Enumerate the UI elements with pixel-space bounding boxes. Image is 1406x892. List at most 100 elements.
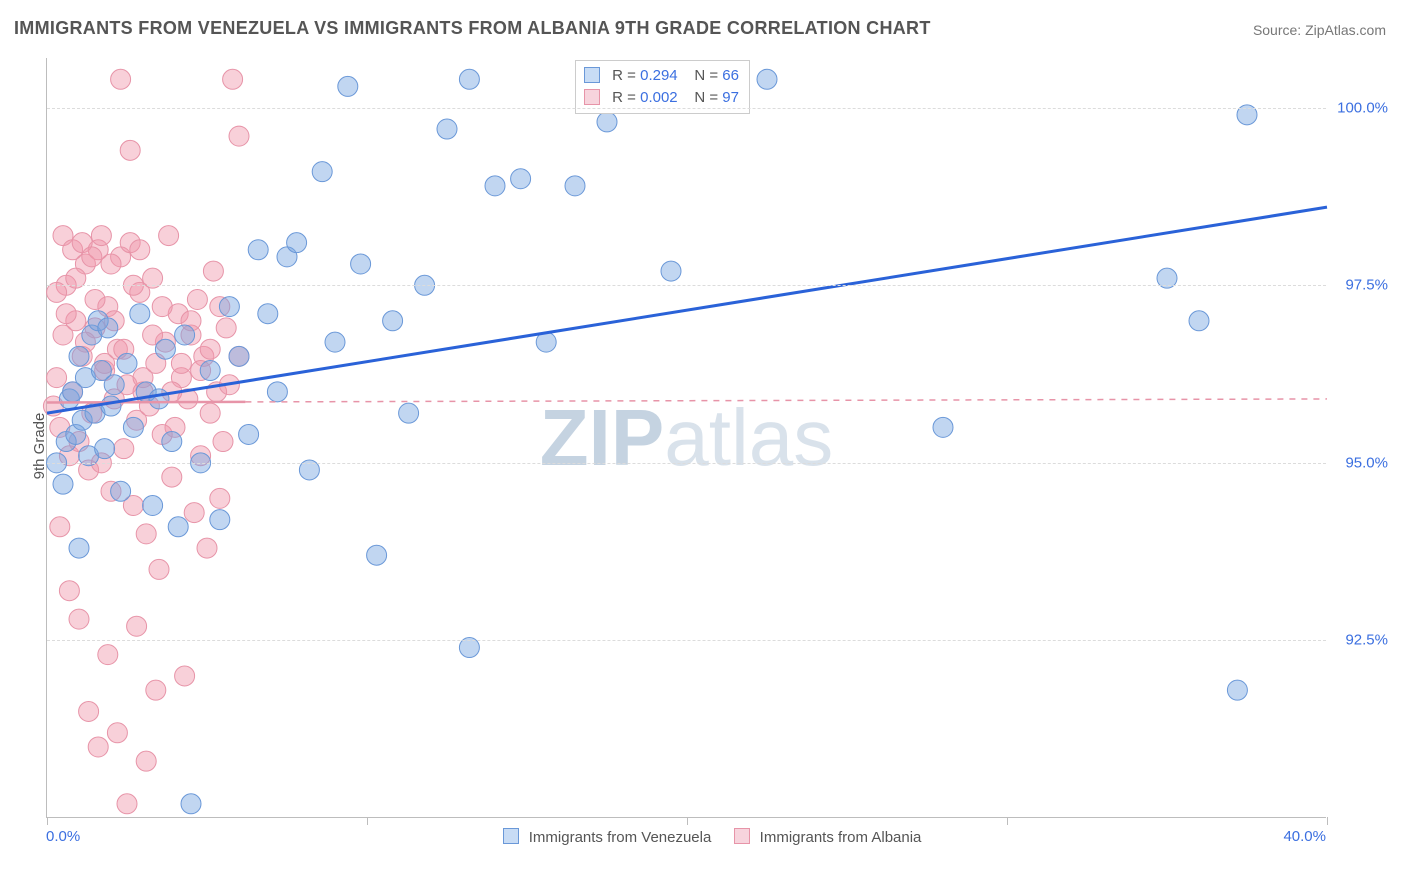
data-point <box>168 517 188 537</box>
n-value-series2: 97 <box>722 89 739 106</box>
data-point <box>1227 680 1247 700</box>
legend-row-series2: R = 0.002 N = 97 <box>584 87 739 109</box>
data-point <box>130 304 150 324</box>
data-point <box>114 439 134 459</box>
data-point <box>111 481 131 501</box>
data-point <box>69 609 89 629</box>
y-tick-label: 95.0% <box>1345 454 1388 471</box>
data-point <box>287 233 307 253</box>
data-point <box>104 375 124 395</box>
data-point <box>117 353 137 373</box>
data-point <box>239 424 259 444</box>
y-tick-label: 100.0% <box>1337 99 1388 116</box>
data-point <box>175 325 195 345</box>
data-point <box>50 517 70 537</box>
data-point <box>325 332 345 352</box>
data-point <box>111 69 131 89</box>
plot-area: ZIPatlas R = 0.294 N = 66 R = 0.002 N = … <box>46 58 1326 818</box>
chart-title: IMMIGRANTS FROM VENEZUELA VS IMMIGRANTS … <box>14 18 931 39</box>
data-point <box>56 304 76 324</box>
x-tick <box>367 817 368 825</box>
data-point <box>437 119 457 139</box>
data-point <box>88 737 108 757</box>
data-point <box>565 176 585 196</box>
data-point <box>136 524 156 544</box>
data-point <box>200 339 220 359</box>
data-point <box>338 76 358 96</box>
data-point <box>101 396 121 416</box>
x-tick <box>1007 817 1008 825</box>
x-tick <box>47 817 48 825</box>
x-tick <box>1327 817 1328 825</box>
data-point <box>258 304 278 324</box>
data-point <box>223 69 243 89</box>
data-point <box>312 162 332 182</box>
gridline <box>47 108 1326 109</box>
data-point <box>59 581 79 601</box>
swatch-series1-icon <box>503 828 519 844</box>
n-label: N = <box>694 65 718 87</box>
data-point <box>85 289 105 309</box>
legend-label-series2: Immigrants from Albania <box>760 829 922 846</box>
data-point <box>123 417 143 437</box>
data-point <box>175 666 195 686</box>
gridline <box>47 463 1326 464</box>
r-value-series2: 0.002 <box>640 89 678 106</box>
n-value-series1: 66 <box>722 67 739 84</box>
trend-line <box>47 402 245 403</box>
data-point <box>82 247 102 267</box>
data-point <box>69 346 89 366</box>
y-tick-label: 92.5% <box>1345 632 1388 649</box>
data-point <box>149 559 169 579</box>
y-tick-label: 97.5% <box>1345 277 1388 294</box>
data-point <box>757 69 777 89</box>
data-point <box>399 403 419 423</box>
data-point <box>162 467 182 487</box>
data-point <box>79 701 99 721</box>
x-tick <box>687 817 688 825</box>
data-point <box>210 488 230 508</box>
data-point <box>162 432 182 452</box>
data-point <box>98 318 118 338</box>
data-point <box>216 318 236 338</box>
data-point <box>203 261 223 281</box>
data-point <box>248 240 268 260</box>
data-point <box>267 382 287 402</box>
swatch-series2-icon <box>734 828 750 844</box>
data-point <box>219 297 239 317</box>
data-point <box>95 439 115 459</box>
data-point <box>117 794 137 814</box>
data-point <box>127 616 147 636</box>
data-point <box>107 723 127 743</box>
data-point <box>184 503 204 523</box>
data-point <box>1189 311 1209 331</box>
data-point <box>229 346 249 366</box>
data-point <box>351 254 371 274</box>
n-label: N = <box>694 87 718 109</box>
data-point <box>661 261 681 281</box>
data-point <box>367 545 387 565</box>
bottom-legend: Immigrants from Venezuela Immigrants fro… <box>0 828 1406 846</box>
source-attribution: Source: ZipAtlas.com <box>1253 22 1386 38</box>
data-point <box>187 289 207 309</box>
gridline <box>47 285 1326 286</box>
data-point <box>159 226 179 246</box>
data-point <box>181 794 201 814</box>
swatch-series1-icon <box>584 67 600 83</box>
data-point <box>69 538 89 558</box>
legend-row-series1: R = 0.294 N = 66 <box>584 65 739 87</box>
data-point <box>171 353 191 373</box>
data-point <box>213 432 233 452</box>
data-point <box>91 226 111 246</box>
watermark-rest: atlas <box>664 393 833 482</box>
r-label: R = <box>612 65 636 87</box>
data-point <box>98 645 118 665</box>
data-point <box>143 495 163 515</box>
data-point <box>53 474 73 494</box>
legend-label-series1: Immigrants from Venezuela <box>529 829 712 846</box>
data-point <box>933 417 953 437</box>
data-point <box>101 254 121 274</box>
correlation-legend: R = 0.294 N = 66 R = 0.002 N = 97 <box>575 60 750 114</box>
data-point <box>120 140 140 160</box>
data-point <box>597 112 617 132</box>
